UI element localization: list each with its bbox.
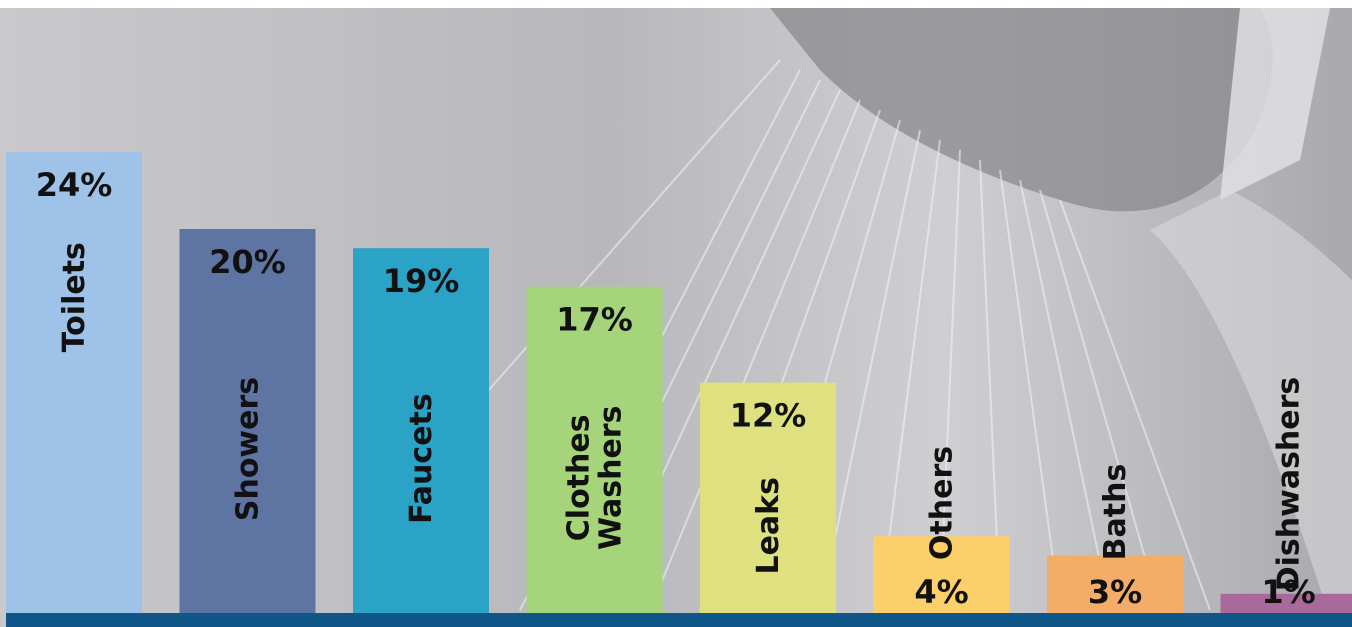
- bars-layer: 24% Toilets 20% Showers 19% Faucets 17% Clothes…: [6, 152, 1352, 613]
- value-label-baths: 3%: [1088, 573, 1142, 611]
- category-label-others: Others: [925, 446, 960, 560]
- bar-showers: [179, 229, 316, 613]
- value-label-others: 4%: [914, 573, 968, 611]
- baseline-bar: [6, 613, 1352, 627]
- value-label-faucets: 19%: [383, 262, 460, 300]
- value-label-clothes-washers: 17%: [556, 301, 633, 339]
- category-label-toilets: Toilets: [57, 242, 92, 352]
- bar-leaks: [700, 382, 836, 613]
- bar-dishwashers: [1220, 593, 1352, 613]
- bar-faucets: [353, 248, 489, 613]
- category-label-baths: Baths: [1098, 464, 1133, 561]
- bar-baths: [1047, 555, 1183, 613]
- value-label-toilets: 24%: [36, 166, 113, 204]
- bar-clothes-washers: [526, 286, 663, 613]
- category-label-clothes-washers: ClothesWashers: [562, 406, 629, 550]
- category-label-leaks: Leaks: [751, 477, 786, 575]
- value-label-leaks: 12%: [730, 397, 807, 435]
- category-label-dishwashers: Dishwashers: [1272, 377, 1307, 592]
- value-label-dishwashers: 1%: [1261, 573, 1315, 611]
- bar-toilets: [6, 152, 142, 613]
- shower-head-icon: [770, 8, 1352, 620]
- bar-others: [873, 536, 1010, 613]
- value-label-showers: 20%: [209, 243, 286, 281]
- category-label-showers: Showers: [231, 377, 266, 521]
- category-label-faucets: Faucets: [404, 393, 439, 524]
